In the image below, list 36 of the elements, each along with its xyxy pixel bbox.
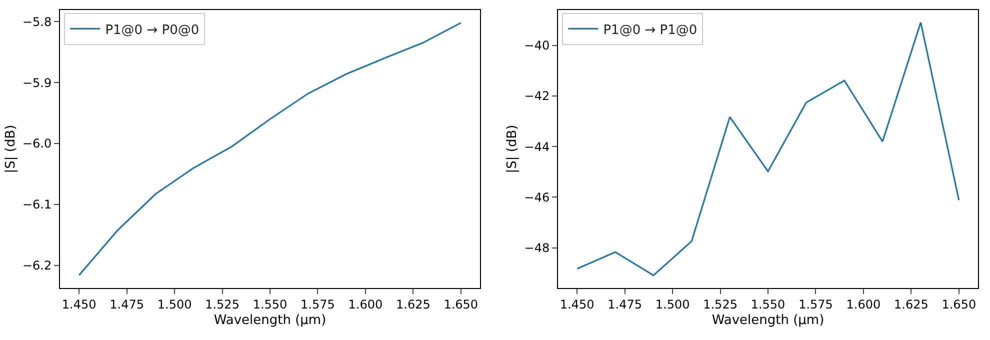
x-tick-label: 1.525 <box>205 297 240 312</box>
y-tick-label: −46 <box>524 190 550 204</box>
x-tick-label: 1.650 <box>444 297 478 312</box>
x-tick-label: 1.450 <box>560 297 594 312</box>
x-tick-label: 1.600 <box>846 297 881 312</box>
x-tick-label: 1.500 <box>157 297 192 312</box>
x-tick-label: 1.575 <box>798 297 833 312</box>
x-tick-label: 1.650 <box>942 297 976 312</box>
y-tick-label: −40 <box>524 38 550 53</box>
line-series <box>78 22 462 276</box>
y-tick-label: −48 <box>524 240 550 255</box>
legend-label: P1@0 → P0@0 <box>105 22 200 38</box>
x-tick-label: 1.550 <box>252 297 288 312</box>
y-tick-label: −6.1 <box>22 198 52 212</box>
y-tick-label: −6.0 <box>22 136 52 151</box>
x-tick-label: 1.625 <box>894 297 928 312</box>
x-tick-label: 1.525 <box>703 297 738 312</box>
line-series <box>576 22 960 276</box>
x-tick-label: 1.450 <box>62 297 96 312</box>
x-axis-title: Wavelength (µm) <box>214 313 326 328</box>
y-tick-label: −6.2 <box>22 258 52 273</box>
y-tick-label: −42 <box>524 89 550 104</box>
legend-label: P1@0 → P1@0 <box>603 22 698 38</box>
x-tick-label: 1.475 <box>608 297 642 312</box>
y-axis-title: |S| (dB) <box>3 124 18 174</box>
y-tick-label: −5.8 <box>22 14 52 29</box>
x-axis-title: Wavelength (µm) <box>712 313 824 328</box>
y-tick-label: −5.9 <box>22 76 52 90</box>
x-tick-label: 1.550 <box>750 297 786 312</box>
x-tick-label: 1.625 <box>396 297 430 312</box>
x-tick-label: 1.475 <box>110 297 144 312</box>
x-tick-label: 1.600 <box>348 297 383 312</box>
x-tick-label: 1.500 <box>655 297 690 312</box>
x-tick-label: 1.575 <box>300 297 335 312</box>
y-tick-label: −44 <box>524 140 550 154</box>
y-axis-title: |S| (dB) <box>505 124 520 174</box>
